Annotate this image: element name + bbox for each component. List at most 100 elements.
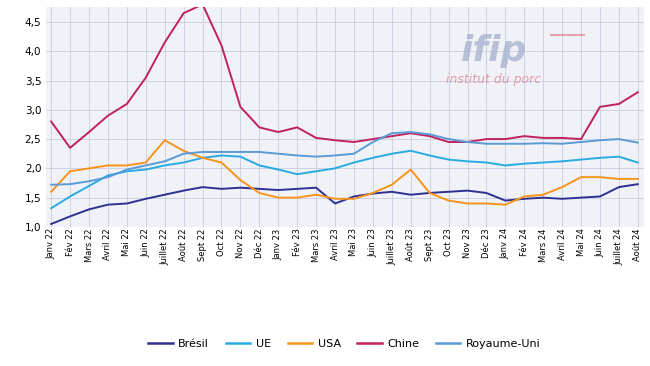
Brésil — [218, 187, 226, 191]
UE — [596, 156, 604, 160]
UE — [161, 163, 168, 168]
Brésil — [161, 193, 168, 197]
Royaume-Uni — [540, 141, 547, 145]
Brésil — [577, 195, 585, 200]
Royaume-Uni — [237, 150, 244, 154]
Brésil — [104, 202, 112, 207]
USA — [85, 166, 93, 171]
Chine — [426, 134, 434, 138]
Brésil — [445, 190, 452, 194]
Brésil — [47, 222, 55, 226]
UE — [388, 152, 396, 156]
UE — [350, 160, 358, 165]
Royaume-Uni — [558, 142, 566, 146]
UE — [274, 167, 282, 172]
UE — [634, 160, 642, 165]
Chine — [274, 130, 282, 134]
USA — [274, 195, 282, 200]
Royaume-Uni — [482, 142, 490, 146]
Royaume-Uni — [501, 142, 509, 146]
USA — [615, 177, 623, 181]
Royaume-Uni — [85, 179, 93, 183]
Brésil — [312, 186, 320, 190]
Chine — [66, 146, 74, 150]
Brésil — [407, 193, 415, 197]
USA — [218, 160, 226, 165]
Royaume-Uni — [47, 183, 55, 187]
Chine — [180, 11, 188, 15]
Brésil — [482, 191, 490, 195]
Brésil — [180, 188, 188, 193]
Brésil — [634, 182, 642, 186]
UE — [312, 169, 320, 173]
UE — [331, 166, 339, 171]
Royaume-Uni — [577, 140, 585, 144]
USA — [445, 198, 452, 203]
Royaume-Uni — [123, 167, 131, 172]
Royaume-Uni — [350, 152, 358, 156]
Royaume-Uni — [388, 131, 396, 135]
UE — [407, 149, 415, 153]
Royaume-Uni — [199, 150, 207, 154]
Brésil — [540, 195, 547, 200]
Royaume-Uni — [218, 150, 226, 154]
USA — [388, 183, 396, 187]
USA — [426, 191, 434, 195]
UE — [123, 169, 131, 173]
Text: institut du porc: institut du porc — [446, 73, 541, 86]
Chine — [615, 102, 623, 106]
Chine — [104, 113, 112, 118]
Brésil — [615, 185, 623, 189]
USA — [47, 190, 55, 194]
Line: Royaume-Uni: Royaume-Uni — [51, 132, 638, 185]
Royaume-Uni — [369, 140, 377, 144]
Royaume-Uni — [426, 132, 434, 137]
Royaume-Uni — [445, 137, 452, 141]
USA — [180, 149, 188, 153]
USA — [501, 202, 509, 207]
Chine — [463, 140, 471, 144]
Chine — [482, 137, 490, 141]
USA — [104, 163, 112, 168]
UE — [237, 154, 244, 159]
Brésil — [274, 188, 282, 192]
USA — [66, 169, 74, 173]
Line: UE: UE — [51, 151, 638, 208]
Brésil — [85, 207, 93, 212]
UE — [615, 154, 623, 159]
USA — [161, 138, 168, 142]
Chine — [558, 136, 566, 140]
Chine — [577, 137, 585, 141]
Royaume-Uni — [161, 159, 168, 164]
Chine — [47, 119, 55, 124]
Chine — [293, 125, 301, 130]
Brésil — [596, 194, 604, 199]
UE — [199, 156, 207, 160]
Chine — [501, 137, 509, 141]
UE — [558, 159, 566, 164]
Chine — [123, 102, 131, 106]
UE — [180, 160, 188, 165]
UE — [104, 173, 112, 178]
UE — [255, 163, 263, 168]
USA — [293, 195, 301, 200]
USA — [312, 193, 320, 197]
UE — [85, 184, 93, 188]
Royaume-Uni — [634, 141, 642, 145]
Brésil — [388, 190, 396, 194]
USA — [407, 167, 415, 172]
Chine — [596, 105, 604, 109]
Royaume-Uni — [331, 153, 339, 158]
Chine — [255, 125, 263, 130]
UE — [577, 157, 585, 162]
Chine — [445, 140, 452, 144]
Chine — [388, 134, 396, 138]
USA — [634, 177, 642, 181]
Brésil — [369, 191, 377, 196]
Brésil — [199, 185, 207, 189]
UE — [47, 206, 55, 210]
Line: Chine: Chine — [51, 4, 638, 148]
Brésil — [123, 201, 131, 206]
USA — [540, 193, 547, 197]
Royaume-Uni — [142, 163, 150, 168]
